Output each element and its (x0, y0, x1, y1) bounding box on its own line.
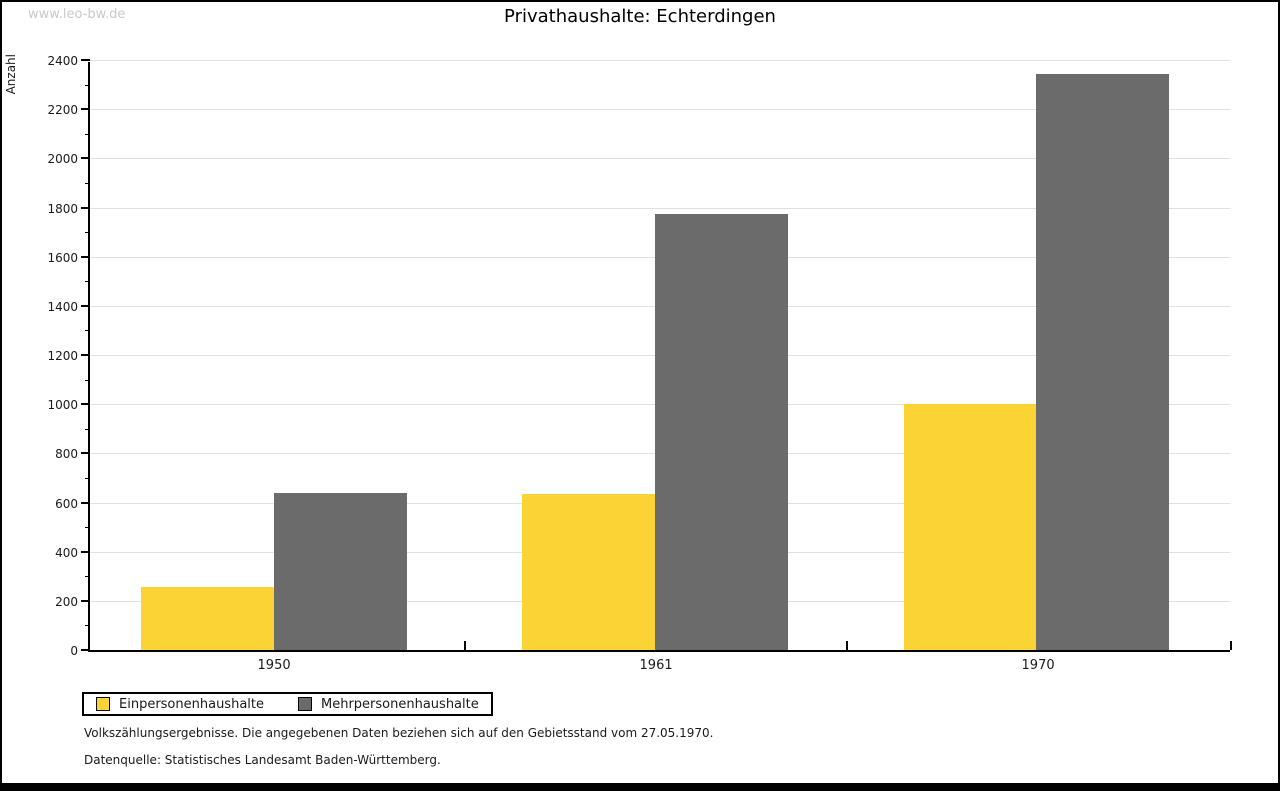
y-tick-label: 1200 (47, 349, 78, 363)
y-minor-tick (85, 84, 90, 86)
legend-label-2: Mehrpersonenhaushalte (321, 696, 479, 712)
gridline-y1800 (90, 207, 1230, 209)
y-minor-tick (85, 133, 90, 135)
y-major-tick (81, 403, 90, 406)
y-minor-tick (85, 477, 90, 479)
y-minor-tick (85, 330, 90, 332)
y-tick-label: 1000 (47, 398, 78, 413)
y-major-tick (81, 452, 90, 455)
footer-source: Datenquelle: Statistisches Landesamt Bad… (84, 753, 441, 767)
legend: Einpersonenhaushalte Mehrpersonenhaushalt… (82, 692, 493, 716)
legend-item-2: Mehrpersonenhaushalte (298, 697, 479, 712)
y-tick-label: 2000 (47, 152, 78, 167)
bar-mehrpersonenhaushalte-1950 (273, 492, 407, 650)
y-tick-label: 1600 (47, 250, 78, 265)
gridline-y2000 (90, 158, 1230, 160)
bar-einpersonenhaushalte-1950 (140, 587, 274, 650)
y-tick-label: 1400 (47, 299, 78, 314)
y-minor-tick (85, 576, 90, 578)
watermark: www.leo-bw.de (28, 7, 126, 22)
y-major-tick (81, 550, 90, 553)
chart-title: Privathaushalte: Echterdingen (504, 6, 776, 27)
x-separator-tick (464, 641, 467, 650)
x-axis-end-tick (1230, 641, 1232, 650)
y-tick-label: 2200 (47, 103, 78, 118)
y-minor-tick (85, 379, 90, 381)
y-minor-tick (85, 527, 90, 529)
x-tick-label: 1961 (639, 658, 673, 673)
footer: Volkszählungsergebnisse. Die angegebenen… (84, 726, 713, 780)
y-tick-label: 0 (70, 644, 78, 658)
y-major-tick (81, 157, 90, 160)
x-tick-label: 1950 (257, 658, 291, 673)
bar-einpersonenhaushalte-1970 (903, 404, 1037, 650)
y-tick-label: 400 (55, 545, 78, 560)
bar-mehrpersonenhaushalte-1970 (1036, 73, 1170, 650)
y-major-tick (81, 599, 90, 602)
legend-swatch-2 (298, 697, 312, 711)
y-major-tick (81, 501, 90, 504)
y-major-tick (81, 304, 90, 307)
y-tick-label: 1800 (47, 201, 78, 216)
gridline-y2400 (90, 60, 1230, 61)
y-major-tick (81, 255, 90, 258)
legend-item-1: Einpersonenhaushalte (96, 697, 264, 712)
y-major-tick (81, 649, 90, 651)
gridline-y2200 (90, 109, 1230, 111)
y-minor-tick (85, 625, 90, 627)
bar-einpersonenhaushalte-1961 (522, 493, 656, 650)
legend-swatch-1 (96, 697, 110, 711)
y-minor-tick (85, 281, 90, 283)
x-tick-label: 1970 (1021, 658, 1055, 673)
y-tick-label: 200 (55, 594, 78, 609)
plot-area: 0 200 400 600 800 1000 1200 1400 1600 1800 2000 220… (47, 54, 1232, 673)
y-minor-tick (85, 182, 90, 184)
x-separator-tick (846, 641, 849, 650)
y-major-tick (81, 59, 90, 61)
y-axis-title: Anzahl (4, 54, 18, 95)
y-major-tick (81, 108, 90, 111)
bar-mehrpersonenhaushalte-1961 (655, 213, 788, 650)
y-minor-tick (85, 232, 90, 234)
y-major-tick (81, 354, 90, 356)
y-minor-tick (85, 428, 90, 430)
y-tick-label: 2400 (47, 54, 78, 68)
y-tick-label: 800 (55, 447, 78, 462)
footer-note: Volkszählungsergebnisse. Die angegebenen… (84, 726, 714, 740)
legend-label-1: Einpersonenhaushalte (119, 696, 264, 712)
y-tick-label: 600 (55, 496, 78, 511)
y-major-tick (81, 206, 90, 209)
